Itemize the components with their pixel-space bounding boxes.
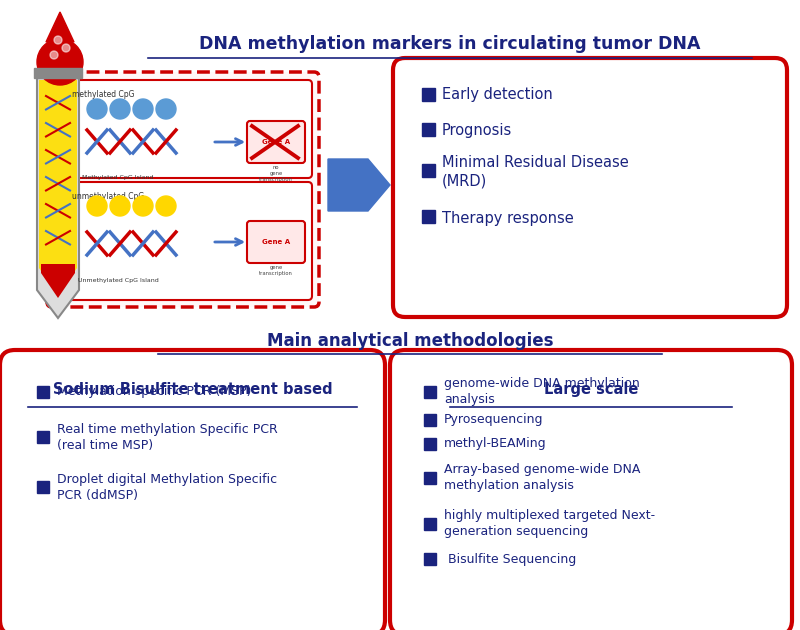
FancyArrow shape — [328, 159, 390, 211]
Polygon shape — [39, 80, 77, 296]
Text: Methylated CpG Island: Methylated CpG Island — [82, 175, 154, 180]
FancyBboxPatch shape — [0, 350, 385, 630]
Bar — [422, 88, 435, 101]
Bar — [422, 210, 435, 224]
Text: DNA methylation markers in circulating tumor DNA: DNA methylation markers in circulating t… — [199, 35, 701, 53]
Text: Real time methylation Specific PCR
(real time MSP): Real time methylation Specific PCR (real… — [57, 423, 278, 452]
Bar — [34, 68, 82, 78]
Text: Early detection: Early detection — [442, 88, 553, 103]
Bar — [424, 386, 436, 398]
Text: Methylation specific PCR (MSP): Methylation specific PCR (MSP) — [57, 386, 251, 399]
Text: Prognosis: Prognosis — [442, 122, 512, 137]
Circle shape — [156, 99, 176, 119]
Text: Gene A: Gene A — [262, 139, 290, 145]
Text: Unmethylated CpG Island: Unmethylated CpG Island — [78, 278, 158, 283]
Text: genome-wide DNA methylation
analysis: genome-wide DNA methylation analysis — [444, 377, 640, 406]
Bar — [424, 518, 436, 530]
Bar — [424, 553, 436, 565]
FancyBboxPatch shape — [47, 72, 319, 307]
Text: gene
transcription: gene transcription — [259, 265, 293, 276]
Circle shape — [87, 196, 107, 216]
Polygon shape — [46, 12, 74, 42]
Text: Sodium Bisulfite treatment based: Sodium Bisulfite treatment based — [53, 382, 332, 397]
Bar — [424, 438, 436, 450]
Circle shape — [62, 44, 70, 52]
Bar — [424, 472, 436, 484]
Text: Bisulfite Sequencing: Bisulfite Sequencing — [444, 553, 576, 566]
FancyBboxPatch shape — [54, 80, 312, 178]
Circle shape — [133, 99, 153, 119]
Polygon shape — [37, 78, 79, 318]
Circle shape — [54, 36, 62, 44]
Bar — [424, 414, 436, 426]
Text: Therapy response: Therapy response — [442, 210, 574, 226]
Text: no
gene
transcription: no gene transcription — [259, 165, 293, 181]
Circle shape — [50, 51, 58, 59]
Circle shape — [156, 196, 176, 216]
Text: unmethylated CpG: unmethylated CpG — [72, 192, 144, 201]
FancyBboxPatch shape — [390, 350, 792, 630]
Text: Minimal Residual Disease
(MRD): Minimal Residual Disease (MRD) — [442, 155, 629, 189]
FancyBboxPatch shape — [54, 182, 312, 300]
Circle shape — [37, 39, 83, 85]
Bar — [37, 431, 49, 443]
Text: Main analytical methodologies: Main analytical methodologies — [266, 332, 554, 350]
Circle shape — [133, 196, 153, 216]
Text: Gene A: Gene A — [262, 239, 290, 245]
Bar — [422, 122, 435, 135]
FancyBboxPatch shape — [393, 58, 787, 317]
Polygon shape — [41, 264, 75, 298]
Bar — [37, 386, 49, 398]
Text: Pyrosequencing: Pyrosequencing — [444, 413, 543, 427]
Bar — [37, 481, 49, 493]
Circle shape — [110, 196, 130, 216]
Text: Array-based genome-wide DNA
methylation analysis: Array-based genome-wide DNA methylation … — [444, 464, 640, 493]
Circle shape — [87, 99, 107, 119]
FancyBboxPatch shape — [247, 221, 305, 263]
Text: Droplet digital Methylation Specific
PCR (ddMSP): Droplet digital Methylation Specific PCR… — [57, 472, 277, 501]
Circle shape — [110, 99, 130, 119]
Bar — [422, 164, 435, 178]
Text: Large scale: Large scale — [544, 382, 638, 397]
Text: methyl-BEAMing: methyl-BEAMing — [444, 437, 546, 450]
Text: methylated CpG: methylated CpG — [72, 90, 134, 99]
Text: highly multiplexed targeted Next-
generation sequencing: highly multiplexed targeted Next- genera… — [444, 510, 655, 539]
FancyBboxPatch shape — [247, 121, 305, 163]
